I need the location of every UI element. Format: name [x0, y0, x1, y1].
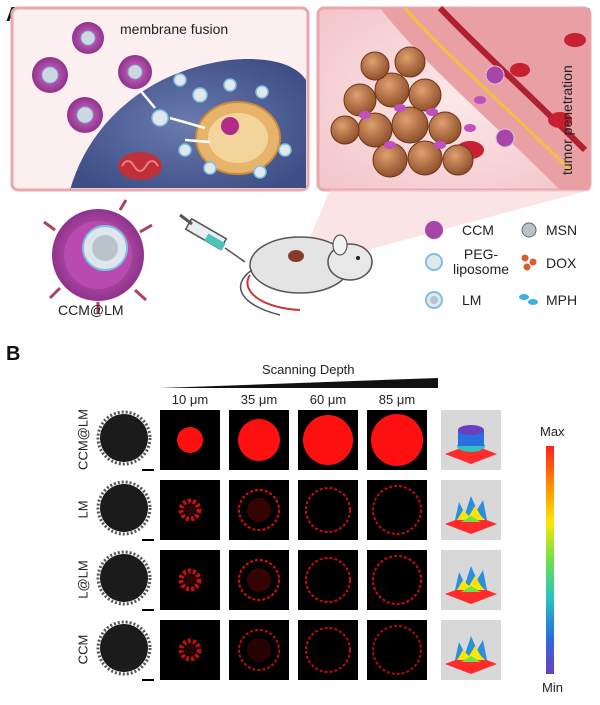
nanoparticle-label: CCM@LM	[58, 302, 124, 318]
surface-plot-0	[441, 410, 501, 470]
confocal-image-1-2	[298, 480, 358, 540]
surface-plot-3	[441, 620, 501, 680]
row-label-0: CCM@LM	[75, 409, 91, 470]
confocal-image-1-1	[229, 480, 289, 540]
row-label-3: CCM	[75, 634, 91, 665]
confocal-image-2-2	[298, 550, 358, 610]
row-label-1: LM	[75, 500, 91, 519]
membrane-fusion-label: membrane fusion	[120, 21, 228, 37]
confocal-image-1-3	[367, 480, 427, 540]
row-label-2: L@LM	[75, 560, 91, 599]
depth-label-3: 85 μm	[378, 392, 416, 407]
confocal-image-0-3	[367, 410, 427, 470]
confocal-image-3-2	[298, 620, 358, 680]
scanning-depth-title: Scanning Depth	[262, 362, 355, 377]
depth-wedge	[160, 378, 438, 388]
legend-msn: MSN	[546, 222, 578, 238]
zoom-beam	[300, 190, 590, 268]
colorbar	[546, 446, 554, 674]
tumor-penetration-label: tumor penetration	[559, 65, 575, 175]
syringe	[179, 213, 246, 263]
panel-a-illustration: membrane fusion t	[10, 5, 592, 316]
legend-mph: MPH	[546, 292, 578, 308]
mouse	[240, 234, 373, 316]
depth-label-1: 35 μm	[240, 392, 278, 407]
brightfield-spheroid-3	[96, 620, 154, 681]
depth-label-2: 60 μm	[309, 392, 347, 407]
colorbar-min-label: Min	[542, 680, 563, 695]
tumor-penetration-inset	[316, 5, 592, 192]
confocal-image-0-0	[160, 410, 220, 470]
brightfield-spheroid-1	[96, 480, 154, 541]
membrane-fusion-inset	[10, 6, 310, 192]
confocal-image-1-0	[160, 480, 220, 540]
surface-plot-2	[441, 550, 501, 610]
confocal-image-0-2	[298, 410, 358, 470]
brightfield-spheroid-2	[96, 550, 154, 611]
ccm-lm-nanoparticle	[43, 199, 153, 314]
legend-lm: LM	[462, 292, 482, 308]
legend-icons	[425, 221, 538, 309]
confocal-image-2-3	[367, 550, 427, 610]
surface-plot-1	[441, 480, 501, 540]
legend-peg-liposome: PEG- liposome	[453, 246, 510, 277]
confocal-image-3-0	[160, 620, 220, 680]
legend-ccm: CCM	[462, 222, 494, 238]
confocal-image-3-3	[367, 620, 427, 680]
brightfield-spheroid-0	[96, 410, 154, 471]
legend-dox: DOX	[546, 255, 577, 271]
depth-label-0: 10 μm	[171, 392, 209, 407]
colorbar-max-label: Max	[540, 424, 565, 439]
panel-b-letter: B	[6, 343, 21, 365]
confocal-image-0-1	[229, 410, 289, 470]
confocal-image-2-1	[229, 550, 289, 610]
confocal-image-2-0	[160, 550, 220, 610]
confocal-image-3-1	[229, 620, 289, 680]
